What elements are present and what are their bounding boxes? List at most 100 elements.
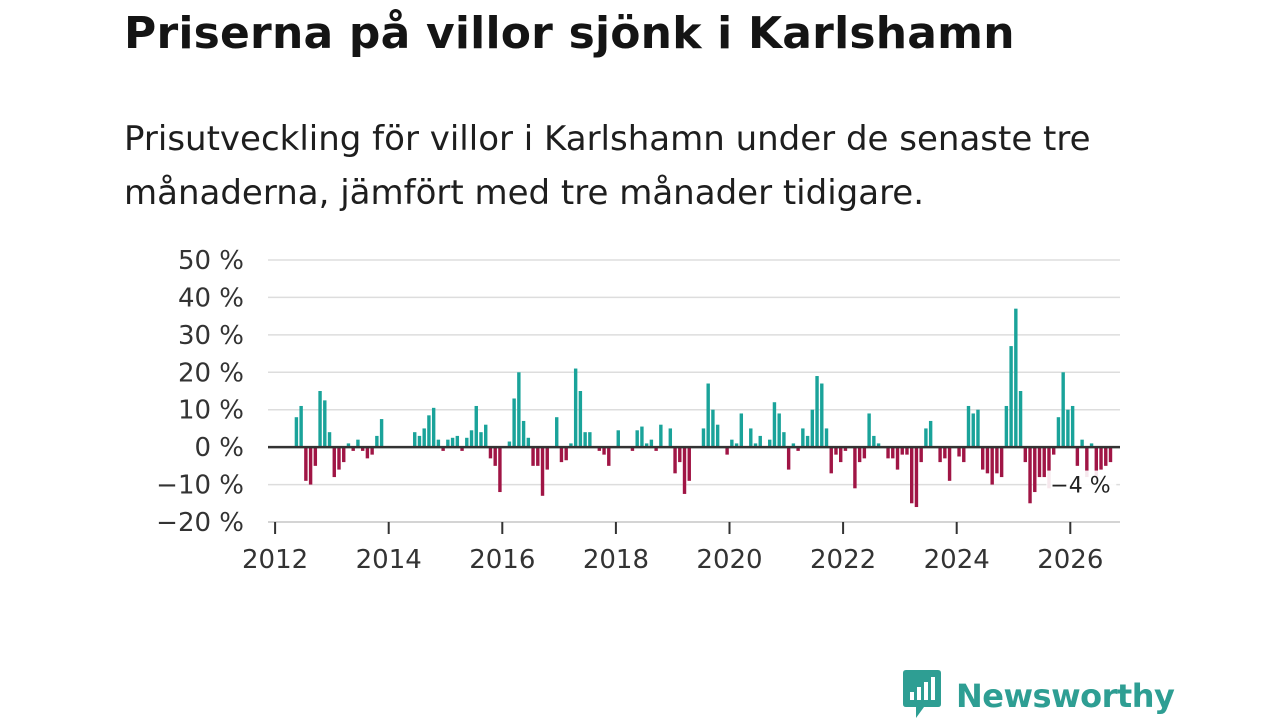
x-tick-label: 2020 (696, 545, 762, 575)
bar-negative (1085, 447, 1089, 478)
bar-positive (465, 437, 469, 448)
bar-positive (715, 424, 720, 448)
bar-negative (1104, 447, 1108, 466)
bar-positive (569, 443, 573, 448)
bar-positive (1056, 417, 1061, 448)
bar-negative (460, 447, 464, 451)
bar-negative (839, 447, 843, 463)
bar-negative (607, 447, 611, 466)
bar-negative (796, 447, 800, 451)
bar-negative (1033, 447, 1037, 493)
bar-negative (673, 447, 677, 474)
bar-negative (545, 447, 549, 470)
bar-positive (526, 437, 531, 448)
bar-negative (829, 447, 833, 474)
bar-negative (654, 447, 658, 451)
bar-negative (1094, 447, 1099, 478)
bar-positive (966, 405, 971, 448)
bar-positive (379, 419, 384, 448)
bar-negative (365, 447, 370, 459)
bar-negative (1023, 447, 1028, 463)
bar-positive (730, 439, 734, 448)
x-tick-label: 2012 (242, 545, 308, 575)
bar-negative (308, 447, 313, 485)
bar-negative (938, 447, 942, 463)
bar-positive (805, 435, 810, 448)
newsworthy-logo: Newsworthy (902, 668, 1175, 724)
y-tick-label: 10 % (178, 396, 244, 426)
bar-chart: 50 % 40 % 30 % 20 % 10 % 0 % −10 % −20 % 2012 201… (156, 246, 1120, 575)
bar-negative (1052, 447, 1056, 455)
bar-negative (360, 447, 365, 451)
bar-positive (753, 443, 758, 448)
bar-negative (540, 447, 545, 496)
bar-positive (299, 405, 303, 448)
bar-positive (872, 435, 876, 448)
bar-negative (900, 447, 904, 455)
bar-positive (323, 400, 327, 448)
bar-negative (947, 447, 952, 481)
bar-positive (479, 432, 483, 448)
y-tick-label: −10 % (156, 471, 244, 501)
bar-negative (1047, 447, 1051, 489)
bar-negative (990, 447, 994, 485)
bar-positive (413, 432, 417, 448)
bar-positive (701, 428, 706, 448)
bar-positive (791, 443, 796, 448)
bar-positive (555, 417, 559, 448)
bar-negative (602, 447, 606, 455)
bar-negative (678, 447, 682, 463)
bar-positive (512, 398, 516, 448)
bar-positive (649, 439, 654, 448)
bar-negative (995, 447, 999, 474)
x-tick-label: 2022 (810, 545, 876, 575)
bar-negative (493, 447, 497, 466)
bar-negative (905, 447, 909, 455)
bar-positive (469, 430, 474, 448)
axis-labels: 50 % 40 % 30 % 20 % 10 % 0 % −10 % −20 % 2012 201… (156, 246, 1103, 575)
bar-negative (441, 447, 445, 451)
bar-negative (682, 447, 687, 494)
bar-positive (327, 432, 332, 448)
x-tick-label: 2016 (469, 545, 535, 575)
bar-positive (928, 420, 933, 448)
bar-positive (484, 424, 488, 448)
bar-negative (962, 447, 966, 463)
last-value-annotation: −4 % (1046, 470, 1117, 499)
bar-negative (337, 447, 341, 470)
bar-positive (659, 424, 663, 448)
bar-negative (597, 447, 602, 451)
newsworthy-logo-icon (902, 668, 942, 724)
bar-positive (924, 428, 928, 448)
bar-positive (356, 439, 360, 448)
bar-positive (876, 443, 881, 448)
bar-negative (351, 447, 355, 451)
bar-negative (999, 447, 1004, 478)
bar-negative (1028, 447, 1032, 504)
bar-positive (739, 413, 744, 448)
bar-negative (559, 447, 564, 463)
bar-positive (749, 428, 753, 448)
bar-positive (578, 391, 583, 448)
bar-negative (342, 447, 346, 463)
bar-negative (370, 447, 374, 455)
bar-negative (498, 447, 502, 493)
bar-negative (488, 447, 493, 459)
bar-positive (976, 409, 980, 448)
bar-positive (768, 439, 772, 448)
bar-positive (971, 413, 975, 448)
bar-positive (640, 426, 644, 448)
bar-negative (886, 447, 890, 459)
bar-positive (867, 413, 871, 448)
x-tick-label: 2026 (1037, 545, 1103, 575)
bar-positive (427, 415, 431, 448)
annotation-background (1046, 470, 1117, 499)
y-tick-label: 0 % (194, 433, 244, 463)
bar-negative (725, 447, 729, 455)
bar-negative (1042, 447, 1046, 478)
bar-positive (318, 391, 322, 448)
bar-positive (1018, 391, 1023, 448)
bar-positive (734, 443, 739, 448)
bar-positive (777, 413, 781, 448)
bar-negative (895, 447, 900, 470)
